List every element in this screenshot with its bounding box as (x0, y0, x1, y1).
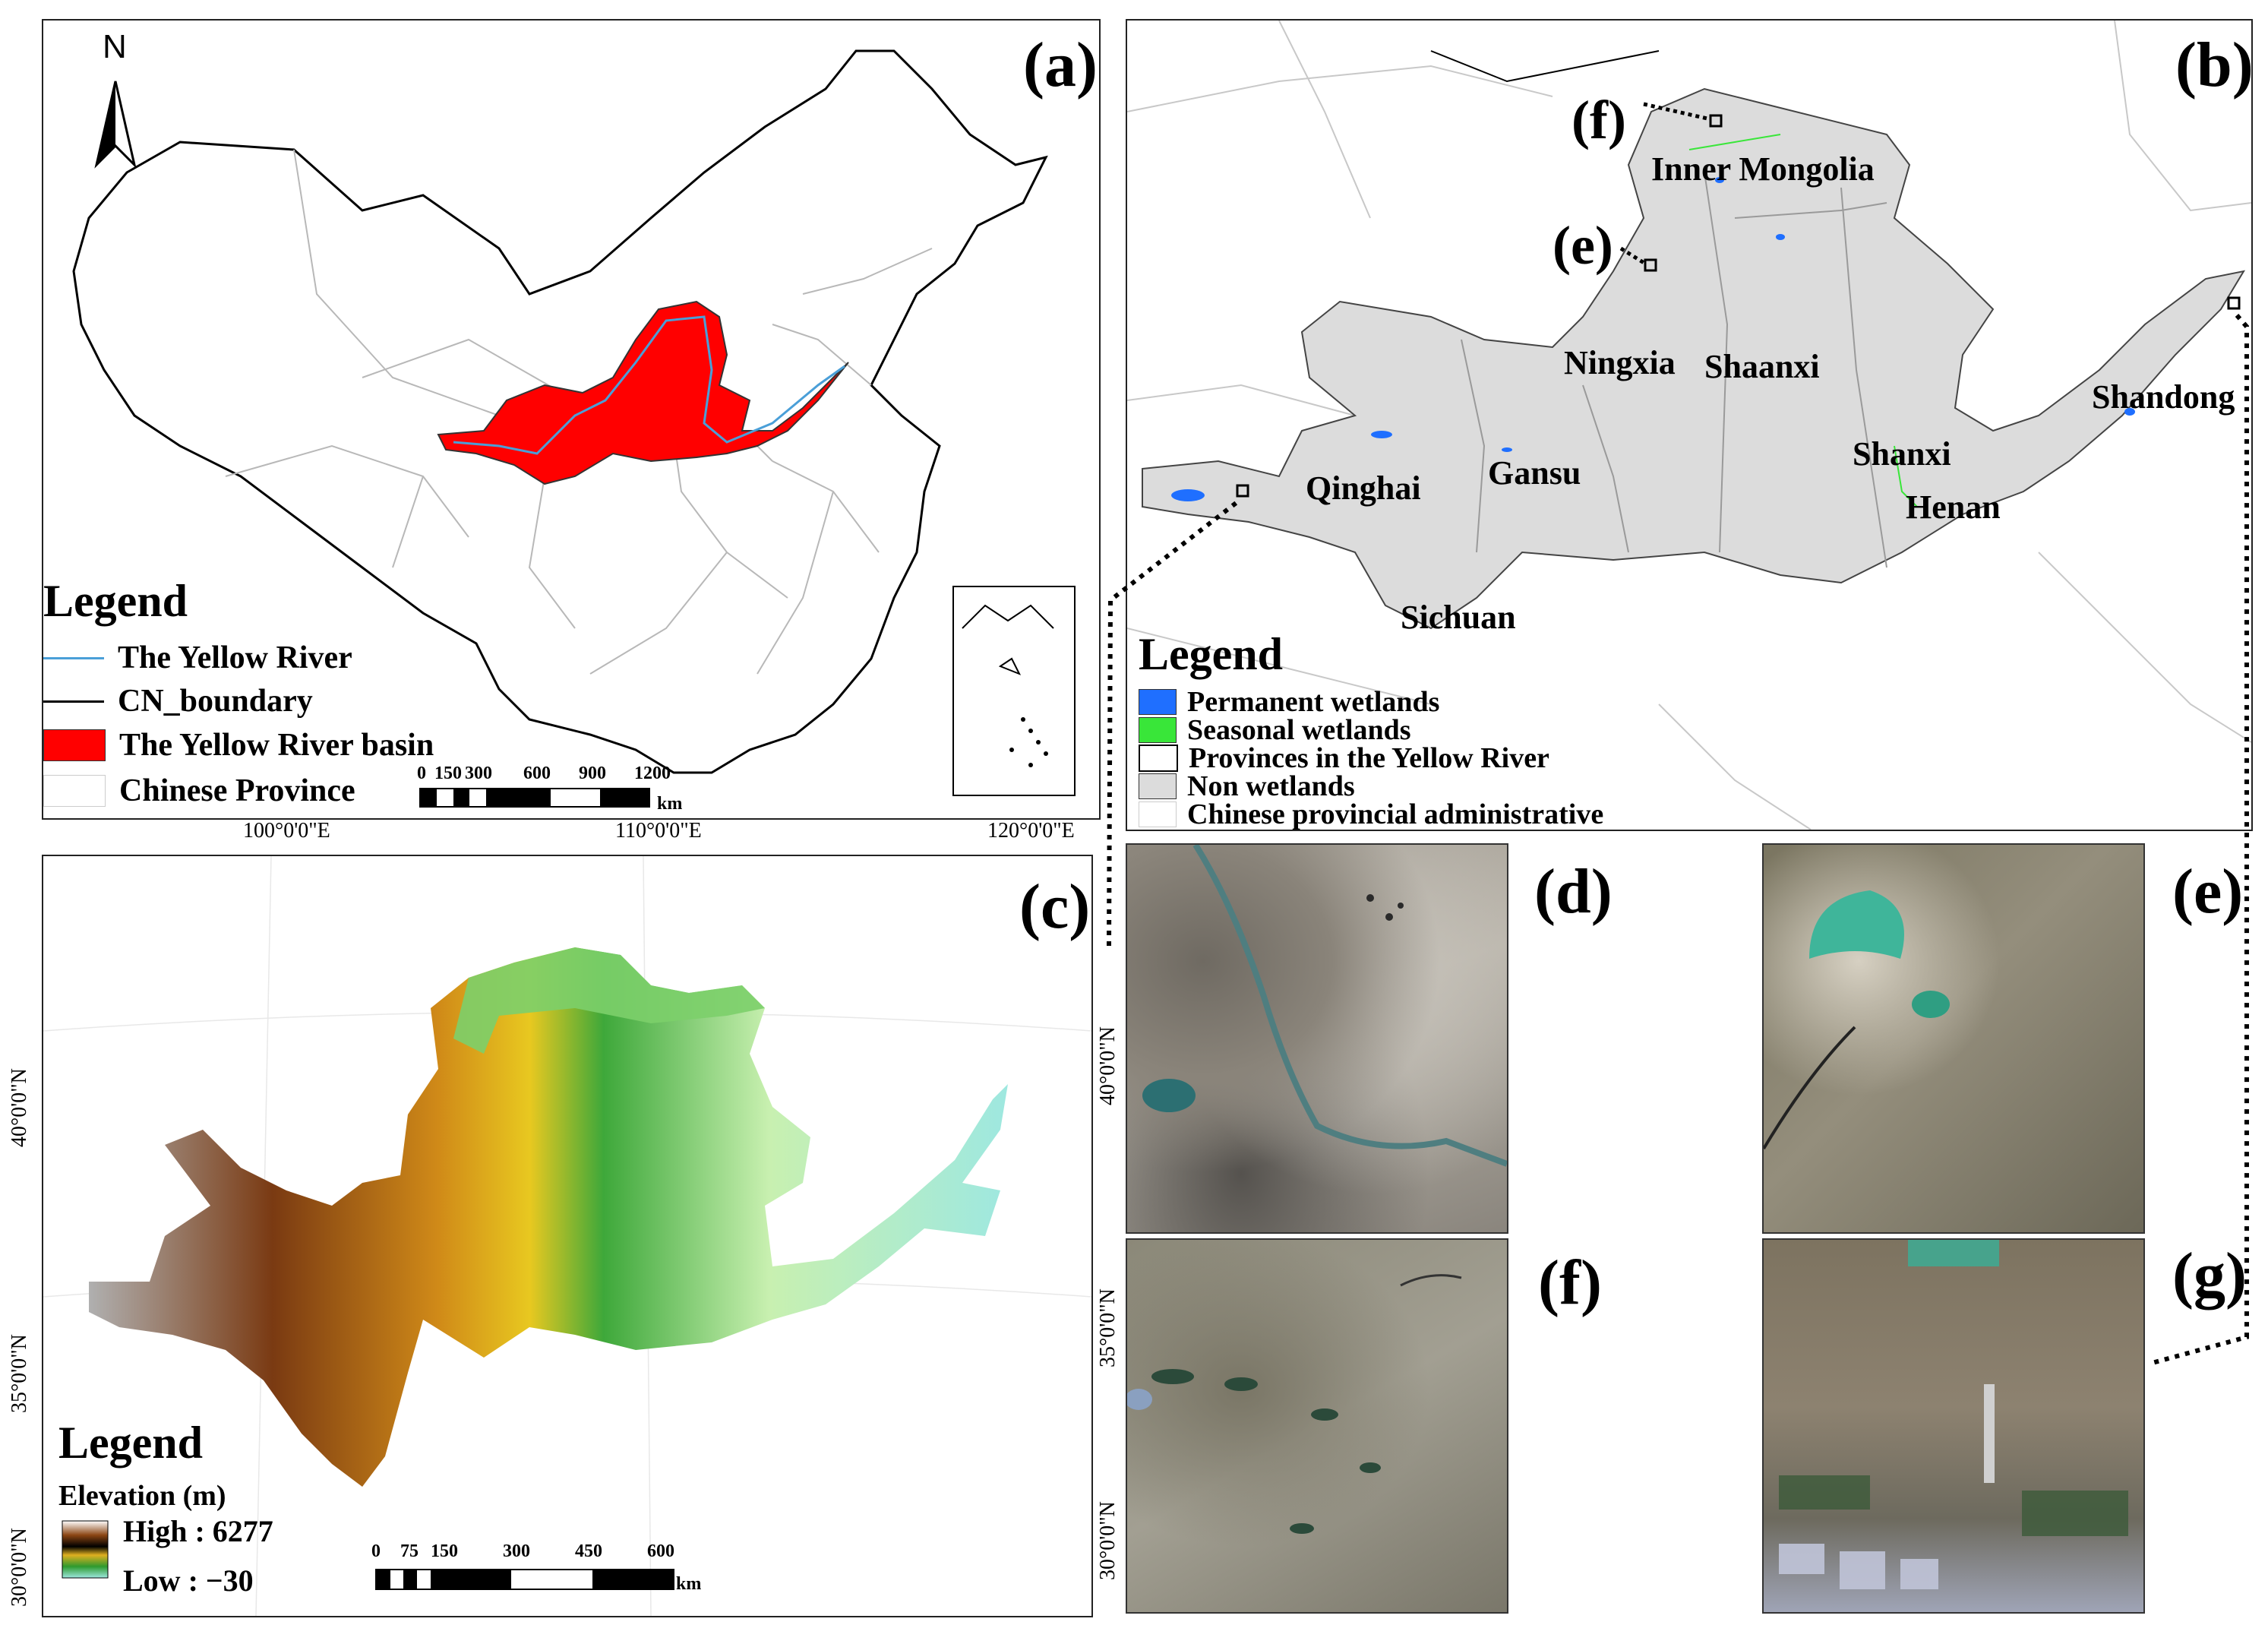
panel-f-label: (f) (1538, 1247, 1602, 1318)
panel-a-label: (a) (1023, 30, 1098, 100)
panel-a-legend-title: Legend (43, 576, 188, 626)
marker-box-f (1709, 114, 1723, 128)
marker-box-g (2227, 296, 2241, 310)
lon-label-100: 100°0'0"E (243, 819, 330, 843)
satellite-image-d (1126, 843, 1508, 1234)
north-label: N (103, 28, 127, 65)
lat-label-left-35: 35°0'0"N (8, 1334, 31, 1413)
legend-item-chinese-admin: Chinese provincial administrative (1139, 800, 1603, 829)
province-shanxi: Shanxi (1853, 435, 1951, 473)
scale-a-tick-0: 0 (417, 763, 426, 783)
scale-c-tick-2: 150 (431, 1541, 458, 1561)
elevation-low: Low : −30 (123, 1563, 254, 1598)
panel-a-scale-bar (419, 788, 650, 808)
legend-item-non-wetlands: Non wetlands (1139, 772, 1355, 801)
lat-label-right-35: 35°0'0"N (1096, 1288, 1120, 1367)
marker-label-e: (e) (1553, 215, 1613, 276)
legend-item-seasonal-wetlands: Seasonal wetlands (1139, 716, 1411, 745)
elevation-basin (89, 947, 1008, 1487)
panel-d-label: (d) (1534, 856, 1613, 927)
legend-item-basin: The Yellow River basin (43, 727, 434, 763)
panel-c-legend-title: Legend (58, 1418, 204, 1468)
panel-e-label: (e) (2172, 856, 2244, 927)
scale-a-tick-5: 1200 (634, 763, 671, 783)
scale-c-tick-0: 0 (371, 1541, 381, 1561)
scale-c-tick-1: 75 (400, 1541, 419, 1561)
wetland-map-svg (1127, 21, 2251, 830)
legend-item-province: Chinese Province (43, 773, 355, 809)
china-map-svg (72, 49, 1076, 796)
panel-c-elevation-map: (c) Legend Elevation (m) High : 6277 Low… (42, 855, 1093, 1617)
scale-c-tick-4: 450 (575, 1541, 602, 1561)
basin-non-wetland (1142, 87, 2246, 630)
panel-c-scale-bar (375, 1569, 674, 1590)
marker-box-e (1644, 258, 1657, 272)
lon-label-120: 120°0'0"E (987, 819, 1075, 843)
scale-c-tick-5: 600 (647, 1541, 674, 1561)
panel-c-label: (c) (1019, 871, 1091, 942)
panel-b-label: (b) (2175, 30, 2253, 100)
province-shaanxi: Shaanxi (1704, 348, 1820, 385)
satellite-image-f (1126, 1238, 1508, 1614)
yellow-river-basin (437, 300, 849, 485)
lon-label-110: 110°0'0"E (615, 819, 702, 843)
scale-a-unit: km (657, 794, 683, 814)
scale-a-tick-2: 300 (465, 763, 492, 783)
north-arrow-icon (94, 81, 137, 169)
south-china-sea-inset (952, 586, 1076, 796)
elevation-map-svg (43, 856, 1091, 1616)
marker-label-f: (f) (1571, 90, 1626, 150)
province-ningxia: Ningxia (1564, 344, 1676, 381)
yellow-river-line (453, 315, 845, 455)
panel-b-legend-title: Legend (1139, 629, 1284, 679)
panel-a-china-map: N (a) Legend The Yellow River CN_boundar… (42, 19, 1101, 820)
legend-item-yellow-river: The Yellow River (43, 640, 352, 676)
scale-c-tick-3: 300 (503, 1541, 530, 1561)
lat-label-left-30: 30°0'0"N (8, 1528, 31, 1607)
province-shandong: Shandong (2092, 378, 2235, 416)
scale-c-unit: km (676, 1574, 702, 1594)
lat-label-left-40: 40°0'0"N (8, 1068, 31, 1147)
legend-item-permanent-wetlands: Permanent wetlands (1139, 688, 1439, 716)
legend-item-provinces: Provinces in the Yellow River (1139, 744, 1549, 773)
satellite-image-g (1762, 1238, 2145, 1614)
province-sichuan: Sichuan (1401, 599, 1516, 636)
panel-g-label: (g) (2172, 1240, 2247, 1310)
province-gansu: Gansu (1488, 454, 1581, 492)
legend-item-cn-boundary: CN_boundary (43, 683, 313, 719)
lat-label-right-30: 30°0'0"N (1096, 1501, 1120, 1580)
province-inner-mongolia: Inner Mongolia (1651, 150, 1875, 188)
lat-label-right-40: 40°0'0"N (1096, 1026, 1120, 1105)
satellite-image-e (1762, 843, 2145, 1234)
scale-a-tick-3: 600 (523, 763, 551, 783)
scale-a-tick-4: 900 (579, 763, 606, 783)
elevation-title: Elevation (m) (58, 1480, 226, 1512)
elevation-legend-bar (62, 1520, 109, 1579)
scale-a-tick-1: 150 (434, 763, 462, 783)
province-qinghai: Qinghai (1306, 469, 1421, 507)
marker-box-d (1236, 484, 1249, 498)
province-henan: Henan (1906, 488, 2001, 526)
elevation-high: High : 6277 (123, 1514, 273, 1548)
panel-b-wetland-map: (b) (f) (e) Inner Mongolia Ningxia Shaan… (1126, 19, 2253, 831)
